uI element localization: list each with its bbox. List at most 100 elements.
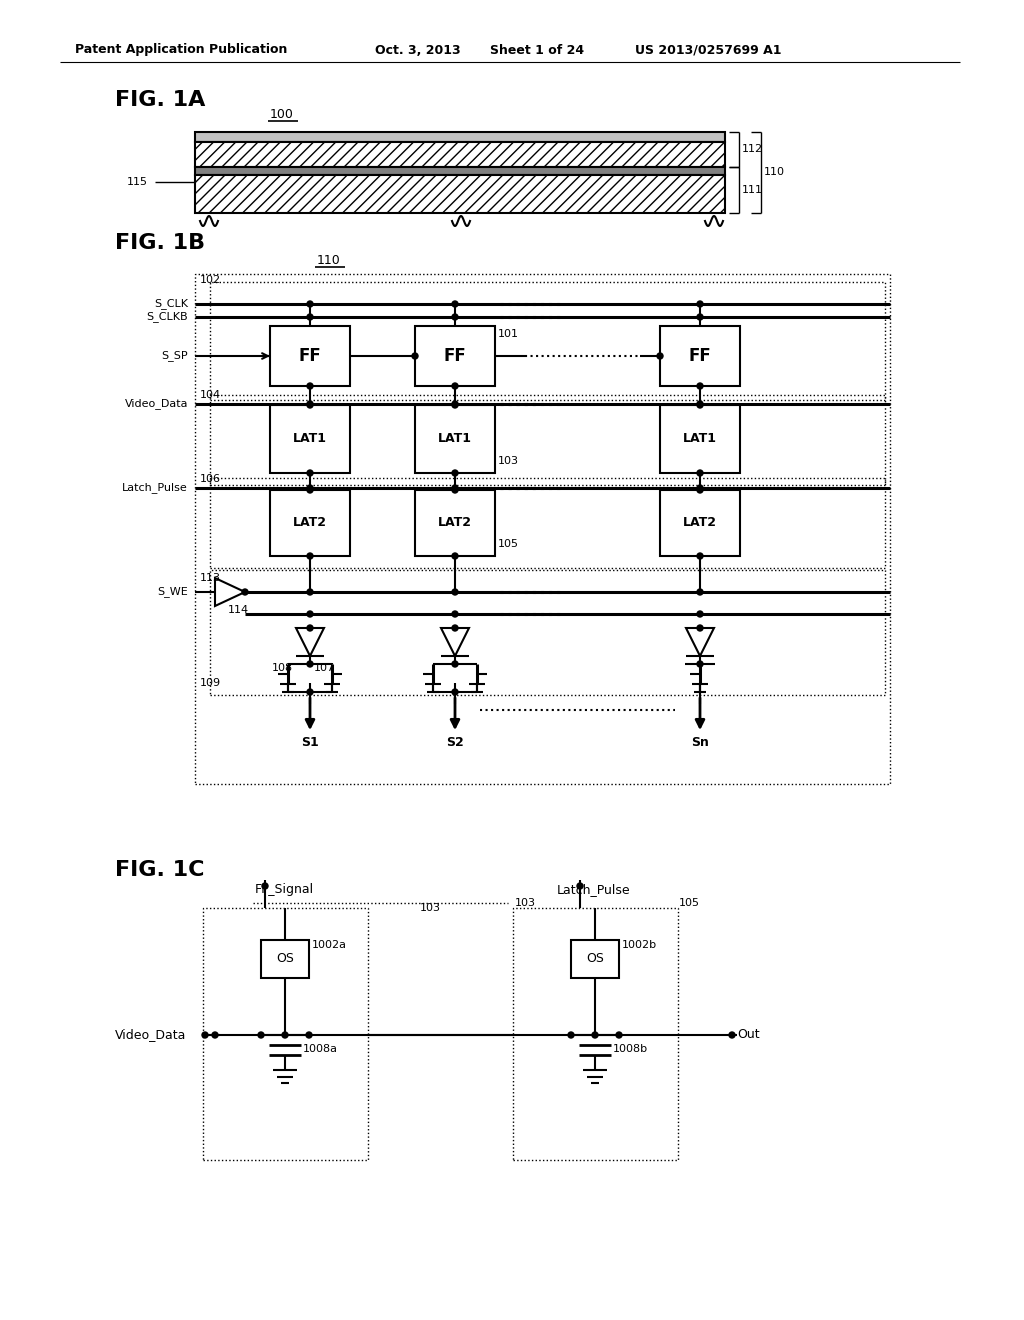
Circle shape <box>212 1032 218 1038</box>
Circle shape <box>282 1032 288 1038</box>
Circle shape <box>262 883 268 888</box>
Text: LAT2: LAT2 <box>438 516 472 529</box>
Bar <box>195 176 725 213</box>
Text: S2: S2 <box>446 737 464 750</box>
Text: FF_Signal: FF_Signal <box>255 883 314 896</box>
Text: OS: OS <box>276 953 294 965</box>
Circle shape <box>452 403 458 408</box>
Text: 105: 105 <box>679 898 700 908</box>
Bar <box>195 132 725 143</box>
Text: FIG. 1A: FIG. 1A <box>115 90 206 110</box>
Circle shape <box>307 661 313 667</box>
Text: Oct. 3, 2013: Oct. 3, 2013 <box>375 44 461 57</box>
Circle shape <box>697 589 703 595</box>
Text: 102: 102 <box>200 275 221 285</box>
Text: FIG. 1C: FIG. 1C <box>115 861 205 880</box>
Circle shape <box>616 1032 622 1038</box>
Circle shape <box>697 624 703 631</box>
Circle shape <box>307 611 313 616</box>
Circle shape <box>452 689 458 696</box>
Text: Patent Application Publication: Patent Application Publication <box>75 44 288 57</box>
Circle shape <box>307 689 313 696</box>
Text: 103: 103 <box>515 898 536 908</box>
Circle shape <box>452 314 458 319</box>
Bar <box>210 478 885 568</box>
Text: Sn: Sn <box>691 737 709 750</box>
Circle shape <box>452 401 458 407</box>
Text: Video_Data: Video_Data <box>125 399 188 409</box>
Text: 101: 101 <box>498 329 519 339</box>
Circle shape <box>697 611 703 616</box>
Text: 107: 107 <box>314 663 335 673</box>
Circle shape <box>452 470 458 477</box>
Text: S_SP: S_SP <box>162 351 188 362</box>
Bar <box>203 908 368 1160</box>
Circle shape <box>697 553 703 558</box>
Text: OS: OS <box>586 953 604 965</box>
Circle shape <box>242 589 248 595</box>
Circle shape <box>307 383 313 389</box>
Circle shape <box>307 553 313 558</box>
Circle shape <box>577 883 583 888</box>
Circle shape <box>452 661 458 667</box>
Circle shape <box>452 589 458 595</box>
Bar <box>415 490 495 556</box>
Circle shape <box>568 1032 574 1038</box>
Text: 108: 108 <box>272 663 293 673</box>
Text: Out: Out <box>737 1028 760 1041</box>
Bar <box>210 282 885 400</box>
Text: 109: 109 <box>200 678 221 688</box>
Bar <box>513 908 678 1160</box>
Bar <box>195 143 725 168</box>
Circle shape <box>697 403 703 408</box>
Text: 100: 100 <box>270 108 294 121</box>
Text: S_CLK: S_CLK <box>154 298 188 309</box>
Text: 115: 115 <box>127 177 148 187</box>
Circle shape <box>697 301 703 308</box>
Bar <box>270 326 350 385</box>
Circle shape <box>452 301 458 308</box>
Text: 1002a: 1002a <box>312 940 347 950</box>
Circle shape <box>307 314 313 319</box>
Text: 1002b: 1002b <box>622 940 657 950</box>
Bar <box>210 395 885 484</box>
Circle shape <box>697 470 703 477</box>
Circle shape <box>697 661 703 667</box>
Bar <box>571 940 618 978</box>
Text: 112: 112 <box>742 144 763 154</box>
Text: 110: 110 <box>317 253 341 267</box>
Text: LAT2: LAT2 <box>293 516 327 529</box>
Circle shape <box>452 553 458 558</box>
Text: FF: FF <box>688 347 712 366</box>
Text: FF: FF <box>443 347 466 366</box>
Text: LAT1: LAT1 <box>438 433 472 446</box>
Circle shape <box>307 487 313 492</box>
Text: 113: 113 <box>200 573 221 583</box>
Text: Sheet 1 of 24: Sheet 1 of 24 <box>490 44 584 57</box>
Circle shape <box>307 301 313 308</box>
Bar <box>660 490 740 556</box>
Circle shape <box>697 401 703 407</box>
Circle shape <box>452 484 458 491</box>
Circle shape <box>258 1032 264 1038</box>
Bar <box>270 405 350 473</box>
Circle shape <box>697 314 703 319</box>
Circle shape <box>452 487 458 492</box>
Text: S_WE: S_WE <box>158 586 188 598</box>
Text: FF: FF <box>299 347 322 366</box>
Circle shape <box>307 470 313 477</box>
Bar <box>210 570 885 696</box>
Text: Video_Data: Video_Data <box>115 1028 186 1041</box>
Text: 103: 103 <box>498 455 519 466</box>
Circle shape <box>452 383 458 389</box>
Circle shape <box>307 401 313 407</box>
Bar <box>660 326 740 385</box>
Text: US 2013/0257699 A1: US 2013/0257699 A1 <box>635 44 781 57</box>
Text: 111: 111 <box>742 185 763 195</box>
Circle shape <box>202 1032 208 1038</box>
Circle shape <box>307 589 313 595</box>
Text: 106: 106 <box>200 474 221 484</box>
Text: 103: 103 <box>420 903 441 913</box>
Circle shape <box>412 352 418 359</box>
Circle shape <box>452 611 458 616</box>
